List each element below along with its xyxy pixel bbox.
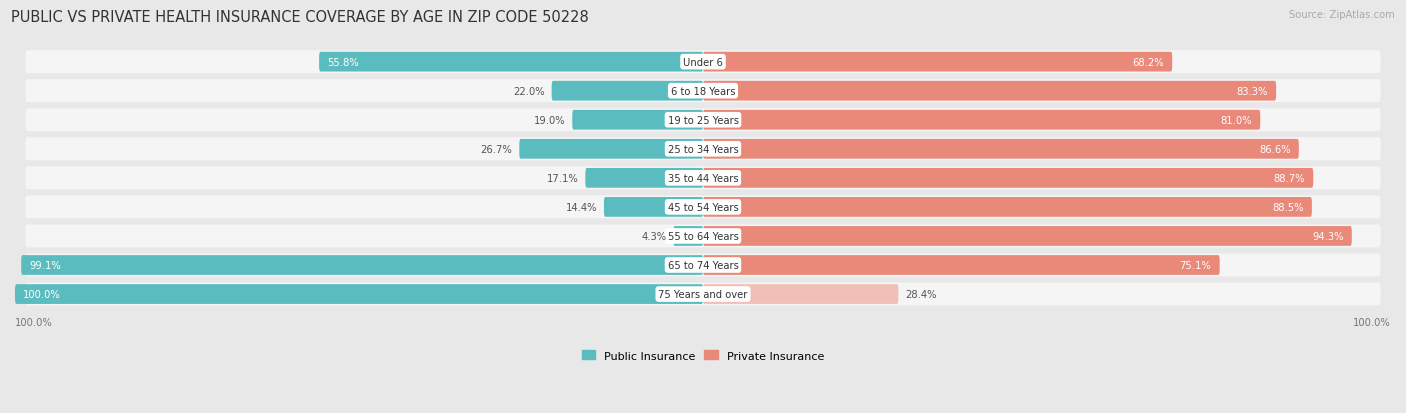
Text: Under 6: Under 6: [683, 57, 723, 67]
FancyBboxPatch shape: [551, 82, 703, 101]
Text: 4.3%: 4.3%: [641, 231, 666, 241]
Text: 35 to 44 Years: 35 to 44 Years: [668, 173, 738, 183]
Text: 26.7%: 26.7%: [481, 145, 512, 154]
FancyBboxPatch shape: [25, 283, 1381, 306]
Text: 100.0%: 100.0%: [15, 317, 53, 327]
Text: 22.0%: 22.0%: [513, 86, 544, 97]
Text: 28.4%: 28.4%: [905, 290, 936, 299]
FancyBboxPatch shape: [673, 226, 703, 246]
FancyBboxPatch shape: [25, 138, 1381, 161]
FancyBboxPatch shape: [25, 51, 1381, 74]
Text: 6 to 18 Years: 6 to 18 Years: [671, 86, 735, 97]
FancyBboxPatch shape: [703, 197, 1312, 217]
Text: 83.3%: 83.3%: [1236, 86, 1268, 97]
Text: 14.4%: 14.4%: [565, 202, 598, 212]
Text: 45 to 54 Years: 45 to 54 Years: [668, 202, 738, 212]
Text: 100.0%: 100.0%: [24, 290, 60, 299]
Text: 94.3%: 94.3%: [1312, 231, 1344, 241]
Text: 81.0%: 81.0%: [1220, 116, 1251, 126]
FancyBboxPatch shape: [519, 140, 703, 159]
FancyBboxPatch shape: [319, 52, 703, 72]
Text: 19 to 25 Years: 19 to 25 Years: [668, 116, 738, 126]
Text: 68.2%: 68.2%: [1132, 57, 1164, 67]
FancyBboxPatch shape: [703, 285, 898, 304]
FancyBboxPatch shape: [21, 256, 703, 275]
Legend: Public Insurance, Private Insurance: Public Insurance, Private Insurance: [582, 350, 824, 361]
FancyBboxPatch shape: [25, 196, 1381, 219]
Text: 55.8%: 55.8%: [328, 57, 359, 67]
Text: PUBLIC VS PRIVATE HEALTH INSURANCE COVERAGE BY AGE IN ZIP CODE 50228: PUBLIC VS PRIVATE HEALTH INSURANCE COVER…: [11, 10, 589, 25]
Text: Source: ZipAtlas.com: Source: ZipAtlas.com: [1289, 10, 1395, 20]
FancyBboxPatch shape: [25, 80, 1381, 103]
FancyBboxPatch shape: [25, 225, 1381, 248]
FancyBboxPatch shape: [605, 197, 703, 217]
Text: 86.6%: 86.6%: [1258, 145, 1291, 154]
FancyBboxPatch shape: [703, 226, 1351, 246]
FancyBboxPatch shape: [703, 256, 1219, 275]
FancyBboxPatch shape: [703, 111, 1260, 131]
Text: 25 to 34 Years: 25 to 34 Years: [668, 145, 738, 154]
FancyBboxPatch shape: [25, 254, 1381, 277]
FancyBboxPatch shape: [703, 82, 1277, 101]
FancyBboxPatch shape: [572, 111, 703, 131]
Text: 17.1%: 17.1%: [547, 173, 578, 183]
FancyBboxPatch shape: [703, 52, 1173, 72]
Text: 88.7%: 88.7%: [1274, 173, 1305, 183]
Text: 19.0%: 19.0%: [534, 116, 565, 126]
FancyBboxPatch shape: [25, 167, 1381, 190]
FancyBboxPatch shape: [15, 285, 703, 304]
Text: 100.0%: 100.0%: [1353, 317, 1391, 327]
Text: 99.1%: 99.1%: [30, 260, 62, 271]
Text: 75 Years and over: 75 Years and over: [658, 290, 748, 299]
FancyBboxPatch shape: [25, 109, 1381, 132]
Text: 75.1%: 75.1%: [1180, 260, 1212, 271]
FancyBboxPatch shape: [703, 169, 1313, 188]
Text: 55 to 64 Years: 55 to 64 Years: [668, 231, 738, 241]
FancyBboxPatch shape: [585, 169, 703, 188]
Text: 88.5%: 88.5%: [1272, 202, 1303, 212]
Text: 65 to 74 Years: 65 to 74 Years: [668, 260, 738, 271]
FancyBboxPatch shape: [703, 140, 1299, 159]
